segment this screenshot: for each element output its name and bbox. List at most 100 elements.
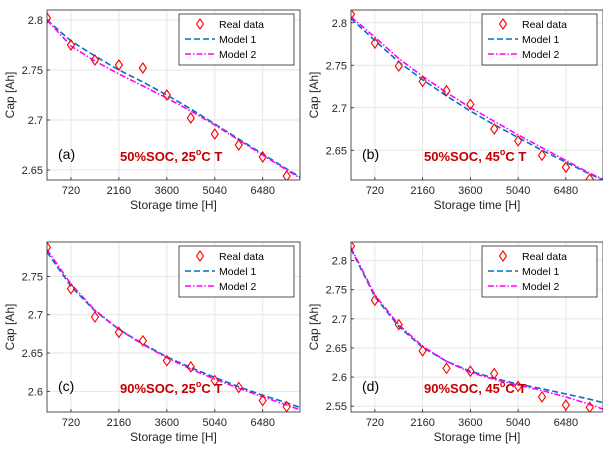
x-tick-label: 6480 xyxy=(250,185,274,197)
y-tick-label: 2.8 xyxy=(332,256,347,268)
x-axis-label: Storage time [H] xyxy=(434,430,521,444)
x-axis-label: Storage time [H] xyxy=(130,198,217,212)
real-data-marker xyxy=(162,354,172,367)
condition-suffix: C T xyxy=(505,149,526,164)
series-line-dashdot xyxy=(351,16,603,180)
real-data-marker xyxy=(234,381,243,394)
x-tick-label: 6480 xyxy=(554,185,578,197)
legend-entry: Model 2 xyxy=(522,281,560,293)
y-axis-label: Cap [Ah] xyxy=(307,72,321,119)
real-data-marker xyxy=(561,161,571,174)
x-axis-label: Storage time [H] xyxy=(434,198,521,212)
series-line-dashed xyxy=(351,248,603,404)
condition-degree: o xyxy=(196,147,202,157)
real-data-marker xyxy=(585,173,594,180)
y-tick-label: 2.7 xyxy=(332,314,347,326)
real-data-marker xyxy=(537,390,547,403)
condition-degree: o xyxy=(500,379,506,389)
real-data-marker xyxy=(282,170,291,180)
real-data-marker xyxy=(394,318,403,331)
y-axis-label: Cap [Ah] xyxy=(3,72,17,119)
real-data-marker xyxy=(186,112,195,124)
condition-main: 50%SOC, 25 xyxy=(120,149,196,164)
y-tick-label: 2.8 xyxy=(332,18,347,30)
real-data-marker xyxy=(351,10,356,21)
legend: Real data Model 1 Model 2 xyxy=(178,245,295,298)
real-data-marker xyxy=(138,62,148,74)
y-tick-label: 2.6 xyxy=(28,386,43,398)
y-tick-label: 2.7 xyxy=(28,310,43,322)
panel-label: (b) xyxy=(362,146,379,162)
series-group xyxy=(351,10,603,180)
y-axis-label: Cap [Ah] xyxy=(3,304,17,351)
real-data-marker xyxy=(490,123,499,135)
real-data-marker xyxy=(47,242,52,254)
axes-frame xyxy=(46,241,301,413)
x-tick-label: 720 xyxy=(62,417,80,429)
legend-marker-real xyxy=(498,18,508,30)
real-data-marker xyxy=(258,151,267,163)
condition-suffix: C T xyxy=(505,381,526,396)
legend-entry: Real data xyxy=(219,19,264,31)
y-tick-label: 2.75 xyxy=(326,285,347,297)
y-tick-label: 2.7 xyxy=(28,115,43,127)
real-data-marker xyxy=(210,128,219,140)
y-tick-label: 2.55 xyxy=(326,401,347,413)
legend-marker-real xyxy=(195,18,205,30)
real-data-marker xyxy=(370,37,380,50)
y-tick-label: 2.75 xyxy=(22,65,43,77)
series-group xyxy=(47,12,300,180)
panel-label: (c) xyxy=(58,378,74,394)
x-tick-label: 3600 xyxy=(458,185,482,197)
axes-frame xyxy=(350,9,603,181)
condition-annotation: 50%SOC, 25oC T xyxy=(120,147,222,164)
x-tick-label: 720 xyxy=(62,185,80,197)
legend-marker-real xyxy=(195,250,205,262)
real-data-marker xyxy=(585,401,594,412)
series-group xyxy=(47,242,300,412)
real-data-marker xyxy=(47,12,52,24)
series-line-dashed xyxy=(47,19,300,178)
condition-main: 50%SOC, 45 xyxy=(424,149,500,164)
real-data-marker xyxy=(114,59,124,71)
series-line-dashdot xyxy=(351,247,603,410)
real-data-marker xyxy=(466,365,475,378)
real-data-marker xyxy=(258,394,267,407)
y-tick-label: 2.75 xyxy=(326,60,347,72)
panel-label: (d) xyxy=(362,378,379,394)
legend-entry: Model 1 xyxy=(219,34,257,46)
chart-panel-0: 720 2160 3600 5040 6480 2.65 2.7 2.75 2.8 Storage… xyxy=(3,9,301,212)
x-tick-label: 6480 xyxy=(554,417,578,429)
legend-entry: Model 2 xyxy=(522,49,560,61)
legend: Real data Model 1 Model 2 xyxy=(481,13,598,66)
condition-degree: o xyxy=(196,379,202,389)
chart-panel-3: 720 2160 3600 5040 6480 2.55 2.6 2.65 2.7 2.75 2.8… xyxy=(307,241,603,444)
series-line-dashdot xyxy=(47,19,300,179)
real-data-marker xyxy=(90,311,100,324)
x-tick-label: 5040 xyxy=(203,417,227,429)
real-data-marker xyxy=(66,282,76,295)
x-tick-label: 5040 xyxy=(506,185,530,197)
condition-main: 90%SOC, 25 xyxy=(120,381,196,396)
panel-label: (a) xyxy=(58,146,75,162)
x-tick-label: 720 xyxy=(366,185,384,197)
real-data-marker xyxy=(66,39,76,51)
real-data-marker xyxy=(513,134,523,147)
series-line-dashed xyxy=(47,251,300,409)
series-group xyxy=(351,242,603,412)
legend-entry: Model 1 xyxy=(522,266,560,278)
x-tick-label: 3600 xyxy=(458,417,482,429)
y-tick-label: 2.8 xyxy=(28,15,43,27)
condition-annotation: 90%SOC, 25oC T xyxy=(120,379,222,396)
real-data-marker xyxy=(370,294,380,307)
real-data-marker xyxy=(210,374,219,387)
y-tick-label: 2.7 xyxy=(332,103,347,115)
y-tick-label: 2.65 xyxy=(22,348,43,360)
real-data-marker xyxy=(186,360,195,373)
legend-entry: Real data xyxy=(522,19,567,31)
y-tick-label: 2.65 xyxy=(22,165,43,177)
x-tick-label: 2160 xyxy=(410,185,434,197)
legend-entry: Real data xyxy=(522,251,567,263)
real-data-marker xyxy=(418,344,427,357)
